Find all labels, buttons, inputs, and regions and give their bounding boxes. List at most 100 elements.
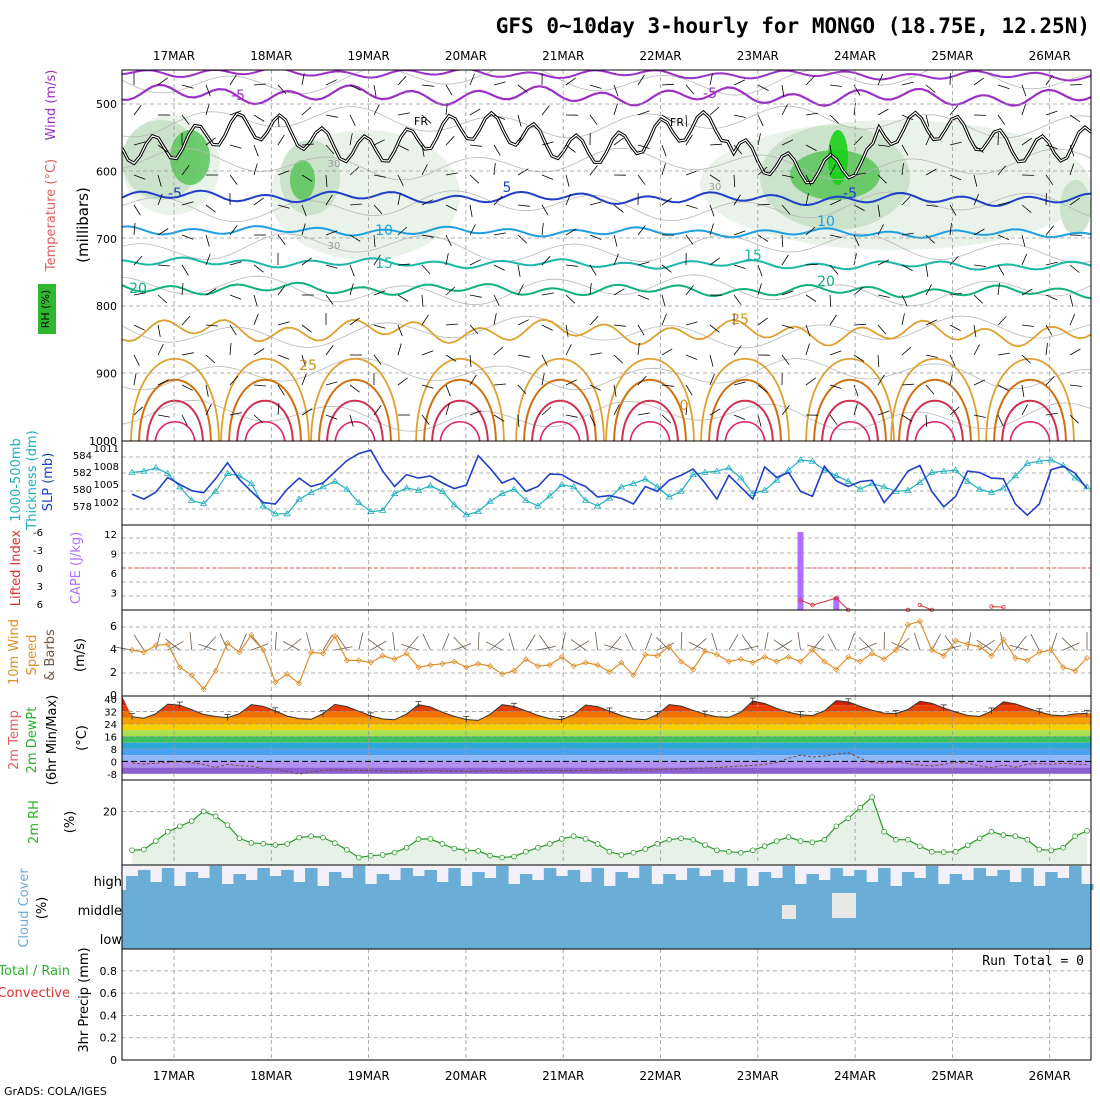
- cloud-high-block: [126, 876, 139, 890]
- cloud-gap: [832, 893, 856, 918]
- wind-barb: [925, 414, 928, 428]
- thickness-marker: [498, 489, 506, 496]
- contour-25: [122, 318, 1091, 348]
- wind-barb: [589, 264, 597, 276]
- wind-barb: [469, 259, 481, 266]
- cloud-high-block: [890, 886, 903, 890]
- wind10-barb: [442, 633, 450, 651]
- contour-label: 0: [680, 398, 689, 414]
- rh2m-panel: 20: [103, 779, 1092, 866]
- date-label-bottom-25mar: 25MAR: [931, 1069, 973, 1083]
- cloud-high-block: [352, 866, 366, 890]
- wind-barb: [1069, 348, 1081, 356]
- cloud-high-block: [687, 868, 700, 890]
- wind10-marker: [487, 663, 494, 670]
- li-tick: 6: [37, 600, 43, 611]
- cloud-high-block: [710, 870, 724, 890]
- cloud-high-block: [782, 866, 796, 890]
- wind-barb: [757, 133, 761, 146]
- surface-arch: [613, 378, 687, 441]
- wind10-marker: [355, 657, 362, 664]
- wind-barb: [781, 174, 794, 178]
- wind-barb: [349, 133, 353, 146]
- wind-barb: [901, 414, 913, 422]
- cloud-high-block: [866, 882, 879, 890]
- wind10-barb: [525, 634, 536, 651]
- wind-barb: [757, 317, 768, 326]
- contour-10: [122, 225, 1091, 239]
- wind-barb: [445, 384, 451, 397]
- wind-barb: [133, 354, 140, 366]
- temp2m-minmax-bars: [129, 697, 1090, 723]
- wind-barb: [253, 414, 264, 424]
- thickness-marker: [904, 486, 912, 493]
- li-segment: [800, 597, 908, 611]
- wind10-marker: [522, 656, 529, 663]
- contour-minus5-blue: [122, 189, 1091, 208]
- rh2m-marker: [165, 828, 171, 835]
- cloud-high-block: [137, 870, 151, 890]
- cloud-high-block: [830, 868, 843, 890]
- wind-barb: [469, 204, 473, 217]
- wind10-barb: [114, 646, 133, 651]
- contour-label: 25: [731, 312, 749, 328]
- wind-barb: [445, 253, 449, 266]
- wind-barb: [421, 414, 430, 425]
- wind-barb: [973, 379, 986, 386]
- thickness-marker: [1071, 474, 1079, 481]
- temp2m-tick: 32: [104, 708, 117, 719]
- wind-barb: [997, 201, 1010, 206]
- rh2m-marker: [1072, 833, 1078, 839]
- wind10-marker: [391, 656, 398, 663]
- wind10-marker: [892, 646, 900, 654]
- wind-barb: [973, 193, 980, 206]
- wind-barb: [421, 144, 425, 157]
- temp-band: [122, 761, 1091, 768]
- wind-barb: [949, 223, 952, 236]
- wind-barb: [157, 414, 170, 418]
- ylabel-convective: Convective: [0, 986, 70, 1001]
- rh2m-marker: [654, 840, 661, 847]
- wind-barb: [1045, 324, 1053, 336]
- thickness-marker: [796, 456, 805, 463]
- wind-barb: [613, 354, 624, 364]
- wind10-barb: [625, 633, 634, 651]
- date-label-top-25mar: 25MAR: [931, 49, 973, 63]
- wind-barb: [589, 165, 598, 176]
- rh2m-marker: [618, 852, 625, 858]
- cloud-high-block: [567, 870, 581, 890]
- wind-barb: [445, 323, 459, 326]
- thickness-marker: [677, 487, 685, 494]
- rh2m-marker: [260, 840, 267, 847]
- cloud-high-block: [758, 872, 772, 890]
- cloud-high-block: [1057, 878, 1070, 890]
- rh2m-marker: [714, 847, 720, 854]
- wind-barb: [733, 194, 741, 206]
- rh2m-marker: [737, 849, 744, 856]
- wind-barb: [1021, 354, 1031, 364]
- rh2m-marker: [1048, 847, 1054, 854]
- wind-barb: [541, 141, 554, 146]
- wind-barb: [373, 354, 382, 365]
- wind-barb: [709, 257, 720, 266]
- wind-barb: [277, 285, 286, 296]
- wind-barb: [205, 354, 216, 364]
- ylabel-speed: Speed: [25, 635, 40, 676]
- thickness-marker: [880, 483, 888, 490]
- precip-axis: 0.8 0.6 0.4 0.2 0: [100, 965, 118, 1067]
- cape-grid: [122, 525, 1091, 610]
- wind-barb: [445, 135, 455, 146]
- thickness-marker: [987, 488, 996, 495]
- rh2m-marker: [988, 828, 995, 835]
- wind-barb: [661, 144, 667, 157]
- surface-arch: [716, 399, 774, 441]
- wind-barb: [901, 294, 908, 307]
- rh2m-marker: [881, 828, 887, 835]
- wind-barb: [757, 114, 764, 127]
- wind10-barb: [251, 643, 269, 651]
- wind10-marker: [224, 640, 231, 647]
- rh2m-marker: [690, 836, 696, 843]
- rh2m-marker: [320, 834, 326, 841]
- wind10-marker: [594, 661, 601, 669]
- wind10-barb: [943, 645, 962, 651]
